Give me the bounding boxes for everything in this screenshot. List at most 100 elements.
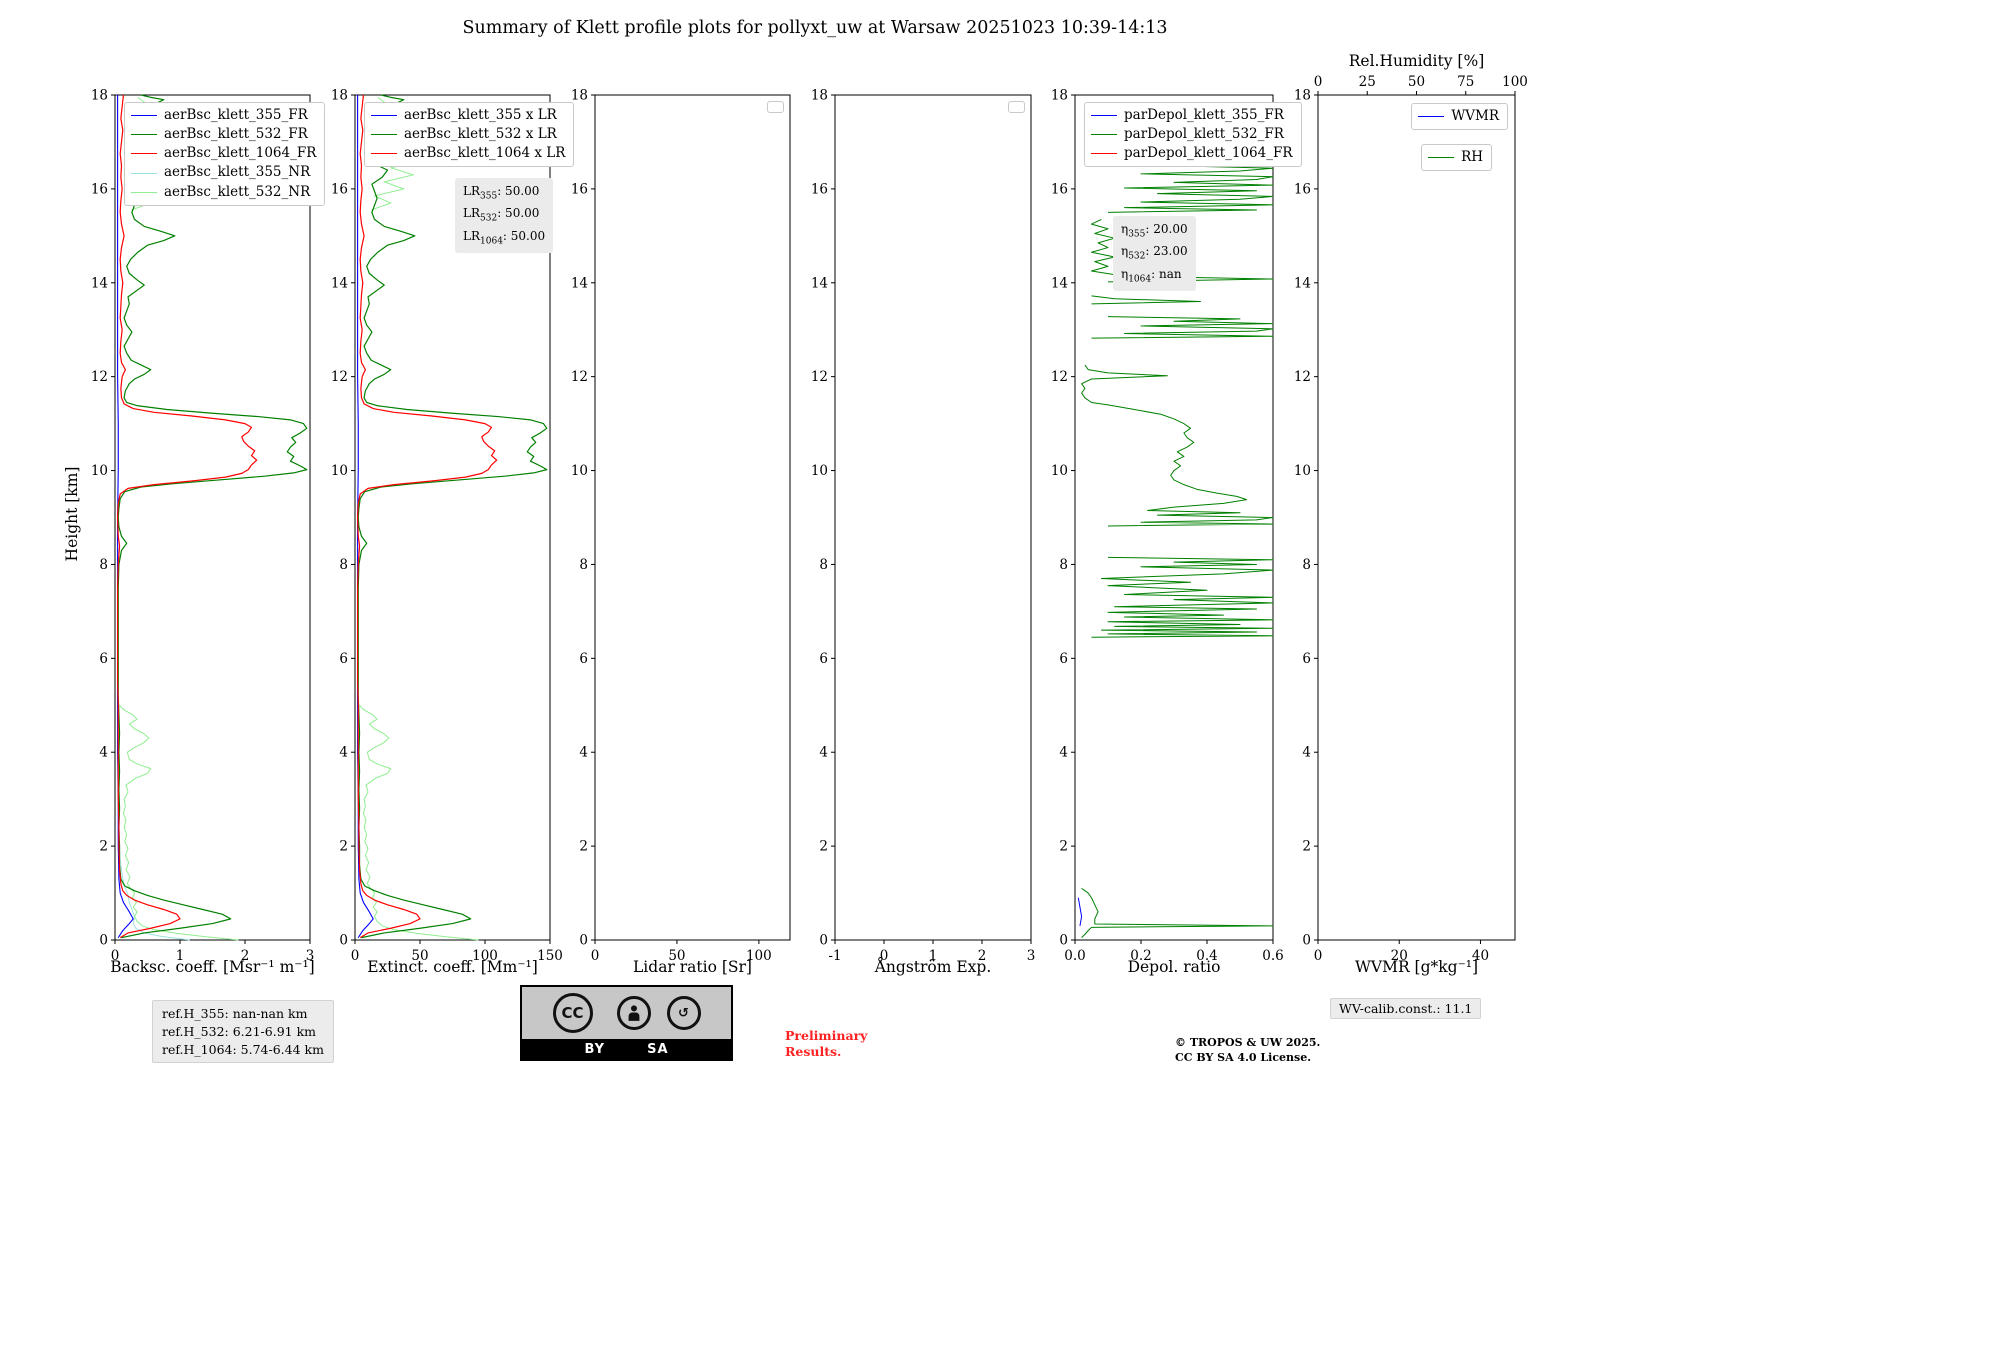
- y-tick-label: 10: [331, 463, 348, 479]
- top-x-tick-label: 75: [1457, 74, 1474, 90]
- legend-wvmr: WVMR: [1411, 103, 1508, 131]
- legend-angstrom: [1008, 101, 1025, 113]
- x-tick-label: 0: [591, 948, 600, 964]
- y-tick-label: 0: [579, 933, 588, 949]
- series-aerBsc_klett_532 x LR: [357, 94, 548, 939]
- y-tick-label: 2: [339, 839, 348, 855]
- x-tick-label: 0.0: [1064, 948, 1085, 964]
- y-tick-label: 10: [1294, 463, 1311, 479]
- top-x-tick-label: 25: [1359, 74, 1376, 90]
- legend-entry: WVMR: [1418, 107, 1499, 126]
- y-tick-label: 0: [1302, 933, 1311, 949]
- cc-sa-label: SA: [647, 1041, 669, 1057]
- y-tick-label: 16: [91, 181, 108, 197]
- x-tick-label: 100: [746, 948, 772, 964]
- annotation-subscript: 355: [1128, 229, 1146, 240]
- y-tick-label: 6: [99, 651, 108, 667]
- y-tick-label: 12: [91, 369, 108, 385]
- annotation-subscript: 532: [1128, 251, 1146, 262]
- xlabel-lidar_ratio: Lidar ratio [Sr]: [633, 958, 752, 976]
- annotation-subscript: 355: [480, 191, 498, 202]
- panel-frame: [834, 94, 1032, 941]
- cc-badge-strip: BY SA: [522, 1039, 731, 1059]
- x-tick-label: 50: [668, 948, 685, 964]
- legend-swatch: [131, 172, 157, 174]
- y-tick-label: 14: [331, 275, 348, 291]
- y-tick-label: 18: [1051, 88, 1068, 104]
- legend-entry: aerBsc_klett_1064_FR: [131, 144, 316, 163]
- ref-h-355: ref.H_355: nan-nan km: [162, 1006, 308, 1021]
- series-aerBsc_klett_532_FR: [117, 94, 308, 939]
- xlabel-depol: Depol. ratio: [1127, 958, 1221, 976]
- series-aerBsc_klett_1064 x LR: [357, 94, 498, 939]
- legend-label: aerBsc_klett_532_FR: [164, 126, 308, 143]
- preliminary-line-2: Results.: [785, 1043, 842, 1059]
- legend-swatch: [371, 153, 397, 155]
- reference-height-box: ref.H_355: nan-nan km ref.H_532: 6.21-6.…: [152, 1000, 334, 1064]
- legend-entry: aerBsc_klett_355_NR: [131, 163, 316, 182]
- annotation-base: LR: [463, 184, 481, 198]
- x-tick-label: 0: [1314, 948, 1323, 964]
- panel-frame: [1317, 94, 1516, 941]
- legend-swatch: [131, 153, 157, 155]
- series-parDepol_klett_355_FR: [1077, 897, 1083, 927]
- y-tick-label: 4: [99, 745, 108, 761]
- annotation-line: LR1064: 50.00: [463, 227, 545, 249]
- annotation-subscript: 1064: [480, 236, 503, 247]
- x-tick-label: 3: [1027, 948, 1036, 964]
- annotation-line: η532: 23.00: [1121, 242, 1188, 264]
- y-tick-label: 4: [819, 745, 828, 761]
- annotation-base: LR: [463, 228, 481, 243]
- person-icon: [628, 1005, 639, 1021]
- y-tick-label: 14: [1051, 275, 1068, 291]
- panel-depol: 0 2 4 6 8 10 12 14 16 18 0.0 0.2 0.4 0.6: [1051, 88, 1284, 965]
- annotation-base: LR: [463, 206, 481, 221]
- y-tick-label: 14: [91, 275, 108, 291]
- preliminary-results-note: Preliminary Results.: [785, 1028, 867, 1059]
- annotation-line: η355: 20.00: [1121, 220, 1188, 242]
- series-aerBsc_klett_1064_FR: [116, 94, 258, 939]
- x-tick-label: 0.6: [1262, 948, 1283, 964]
- legend-extinction: aerBsc_klett_355 x LR aerBsc_klett_532 x …: [364, 102, 575, 168]
- legend-label: aerBsc_klett_532 x LR: [404, 126, 557, 143]
- y-tick-label: 8: [819, 557, 828, 573]
- x-tick-label: 150: [537, 948, 563, 964]
- attribution-person-icon: [616, 996, 651, 1030]
- legend-entry: parDepol_klett_532_FR: [1091, 125, 1293, 144]
- y-tick-label: 0: [819, 933, 828, 949]
- x-tick-label: 100: [472, 948, 498, 964]
- legend-swatch: [371, 134, 397, 136]
- legend-entry: aerBsc_klett_1064 x LR: [371, 144, 565, 163]
- y-tick-label: 10: [1051, 463, 1068, 479]
- y-tick-label: 2: [1059, 839, 1068, 855]
- x-tick-label: 0: [351, 948, 360, 964]
- x-tick-label: 50: [411, 948, 428, 964]
- legend-entry: RH: [1428, 148, 1483, 167]
- legend-label: WVMR: [1451, 108, 1499, 124]
- legend-label: aerBsc_klett_1064 x LR: [404, 145, 566, 162]
- y-tick-label: 6: [1302, 651, 1311, 667]
- legend-swatch: [131, 134, 157, 136]
- y-tick-label: 4: [1059, 745, 1068, 761]
- legend-label: RH: [1461, 149, 1483, 165]
- legend-label: parDepol_klett_355_FR: [1124, 107, 1284, 123]
- legend-swatch: [1091, 134, 1117, 136]
- y-tick-label: 18: [811, 88, 828, 104]
- legend-entry: aerBsc_klett_532_NR: [131, 183, 316, 202]
- legend-label: parDepol_klett_1064_FR: [1124, 145, 1293, 162]
- y-tick-label: 12: [811, 369, 828, 385]
- preliminary-line-1: Preliminary: [785, 1028, 868, 1043]
- panel-frame: [114, 94, 311, 941]
- y-tick-label: 2: [1302, 839, 1311, 855]
- legend-swatch: [371, 115, 397, 117]
- legend-lidar_ratio: [767, 101, 784, 113]
- annotation-line: LR532: 50.00: [463, 204, 545, 226]
- y-tick-label: 18: [1294, 88, 1311, 104]
- series-parDepol_klett_532_FR: [1081, 364, 1274, 527]
- legend-swatch: [1428, 157, 1455, 159]
- x-tick-label: -1: [828, 948, 841, 964]
- y-tick-label: 10: [811, 463, 828, 479]
